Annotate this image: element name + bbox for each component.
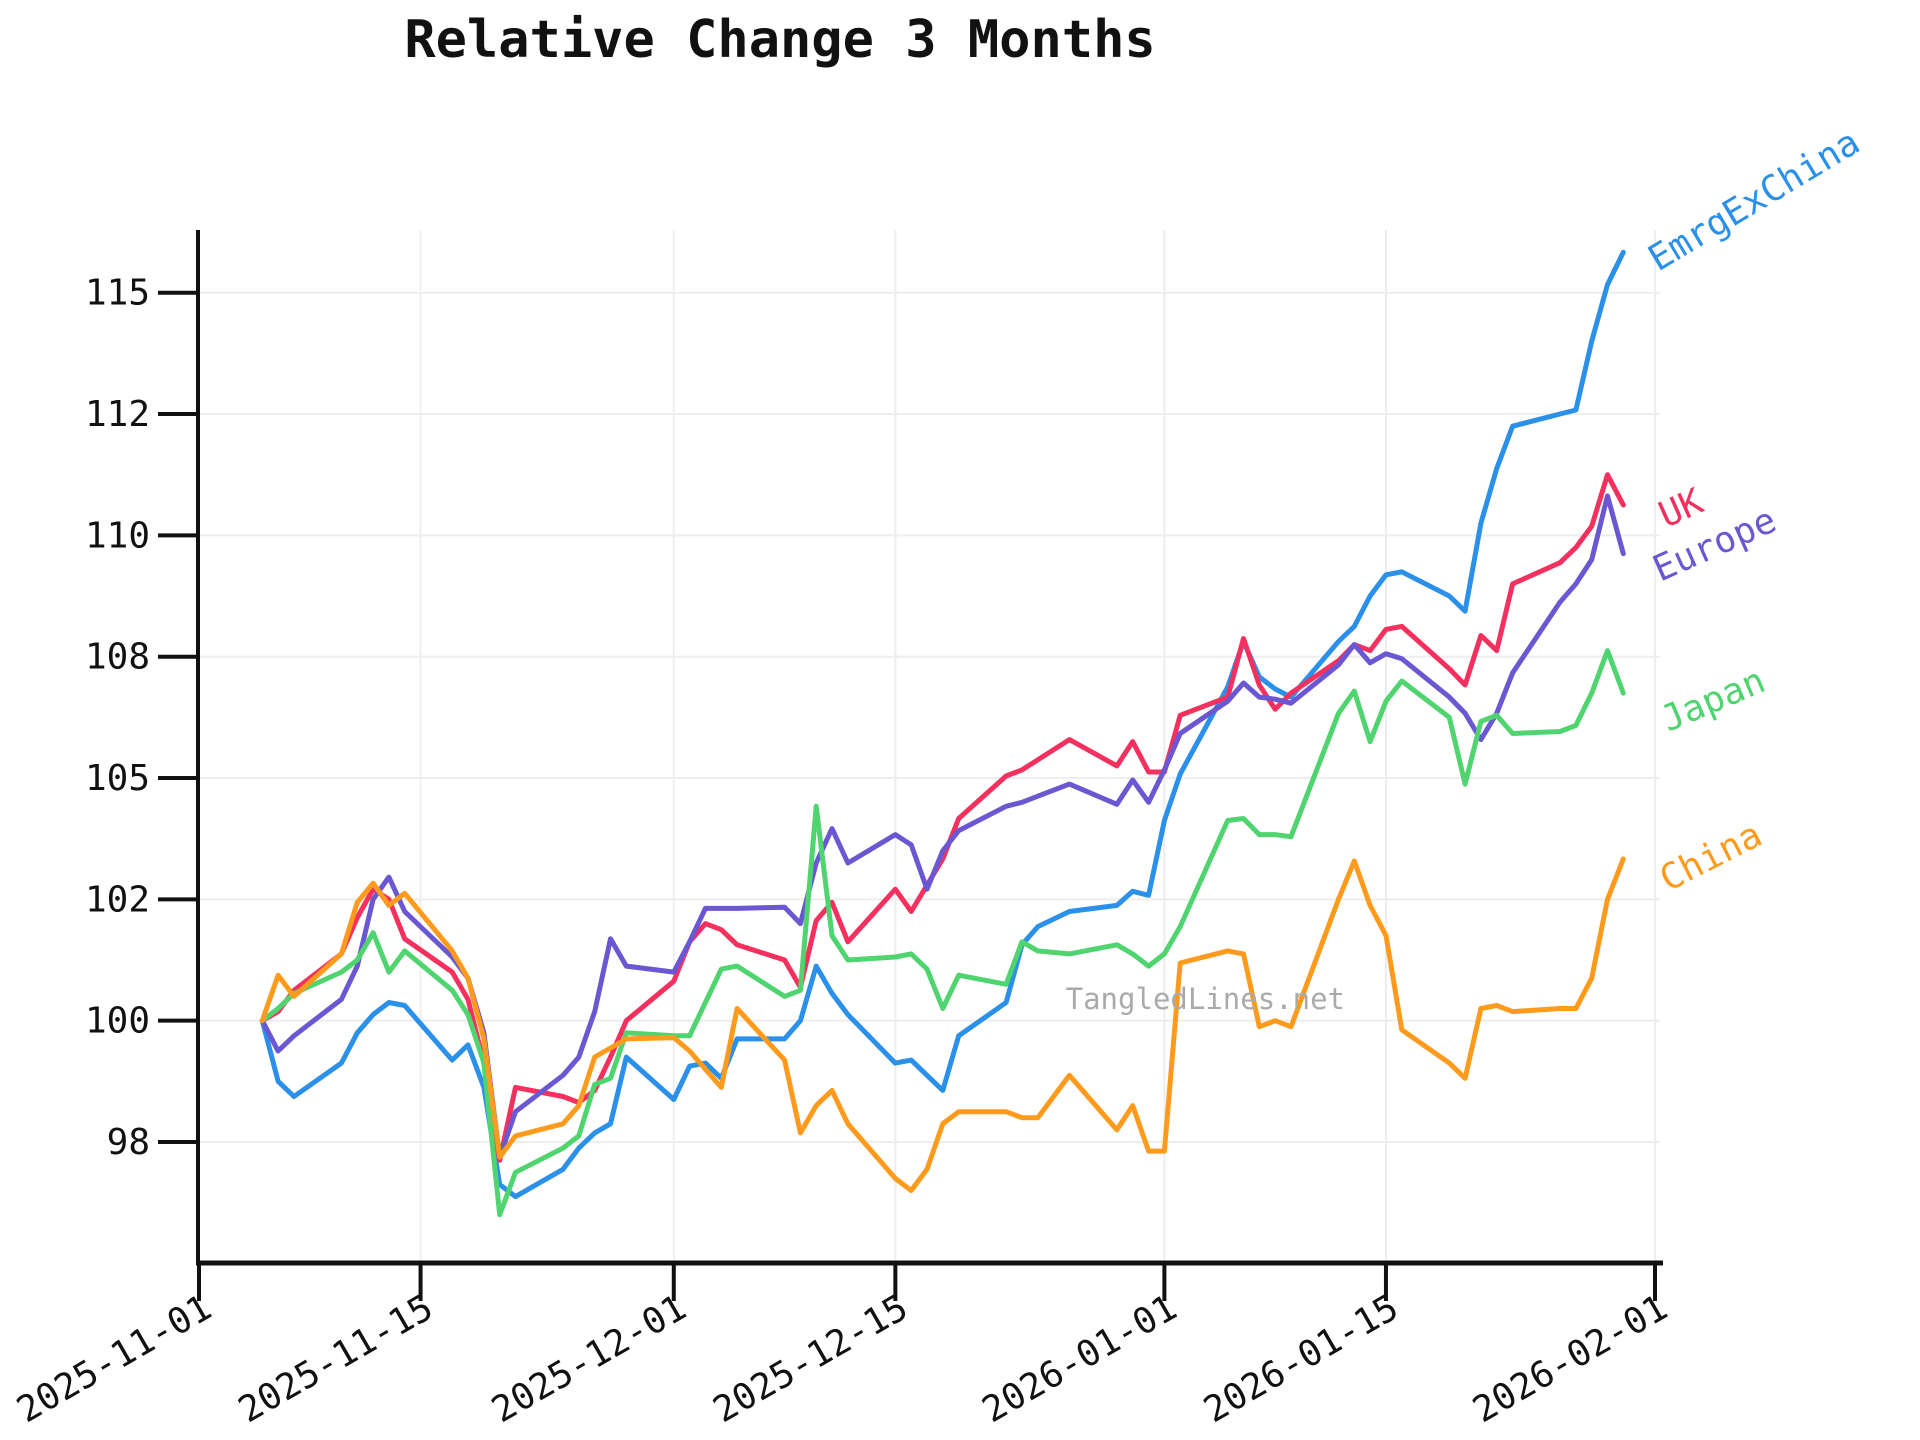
series-line-EmrgExChina [259, 249, 1626, 1200]
x-tick-label: 2025-11-01 [10, 1287, 218, 1431]
series-line-China [259, 856, 1626, 1193]
series-line-Europe [259, 493, 1626, 1160]
x-tick-label: 2026-01-15 [1197, 1287, 1405, 1431]
watermark: TangledLines.net [1065, 982, 1345, 1016]
x-tick-label: 2026-01-01 [976, 1287, 1184, 1431]
y-tick-label: 112 [85, 394, 150, 435]
y-tick-label: 105 [85, 758, 150, 799]
y-tick-label: 110 [85, 515, 150, 556]
y-tick-label: 115 [85, 273, 150, 314]
series-label-EmrgExChina: EmrgExChina [1642, 122, 1867, 280]
y-tick-label: 108 [85, 637, 150, 678]
series-line-UK [259, 472, 1626, 1163]
series-line-Japan [259, 648, 1626, 1218]
y-tick-label: 98 [107, 1122, 150, 1163]
x-tick-label: 2025-12-01 [485, 1287, 693, 1431]
series-label-Japan: Japan [1655, 660, 1771, 740]
x-tick-label: 2026-02-01 [1466, 1287, 1674, 1431]
x-tick-label: 2025-11-15 [232, 1287, 440, 1431]
chart-title: Relative Change 3 Months [404, 10, 1156, 70]
y-tick-label: 102 [85, 879, 150, 920]
x-tick-label: 2025-12-15 [707, 1287, 915, 1431]
series-label-China: China [1653, 814, 1768, 900]
y-tick-label: 100 [85, 1001, 150, 1042]
